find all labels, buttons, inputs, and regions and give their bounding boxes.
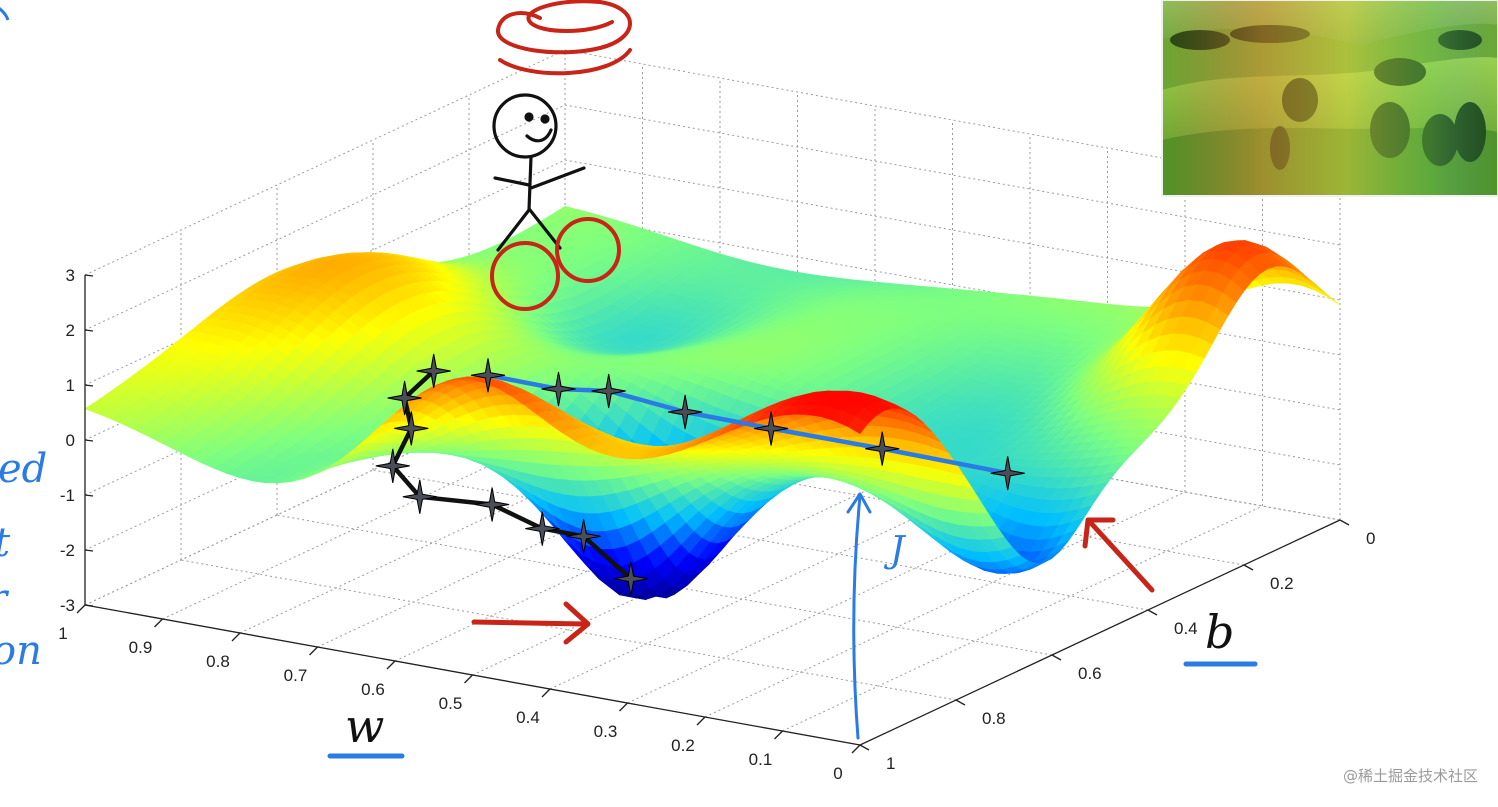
z-tick-mark bbox=[84, 439, 94, 442]
z-tick-label: 0 bbox=[66, 431, 75, 450]
b-tick-mark bbox=[1339, 519, 1350, 526]
grid-line bbox=[180, 559, 957, 701]
w-tick-label: 0.1 bbox=[749, 750, 773, 769]
w-tick-mark bbox=[541, 688, 551, 698]
b-tick-mark bbox=[859, 744, 870, 751]
z-tick-mark bbox=[84, 384, 94, 387]
side-text-1: ed bbox=[0, 446, 47, 492]
b-axis-line bbox=[859, 519, 1341, 746]
descent-step-marker bbox=[865, 431, 900, 466]
descent-step-marker bbox=[525, 511, 560, 546]
w-tick-mark bbox=[696, 716, 706, 726]
stick-figure bbox=[492, 93, 586, 252]
w-tick-label: 0.2 bbox=[671, 736, 695, 755]
w-tick-label: 0.7 bbox=[284, 666, 308, 685]
w-tick-mark bbox=[76, 604, 86, 614]
w-tick-mark bbox=[774, 730, 783, 740]
spiral-scribble bbox=[496, 0, 632, 76]
z-tick-label: -2 bbox=[60, 541, 75, 560]
w-tick-label: 0.9 bbox=[129, 638, 153, 657]
w-tick-label: 0.5 bbox=[439, 694, 463, 713]
z-tick-mark bbox=[84, 329, 94, 332]
red-arrow-min-right bbox=[1082, 517, 1155, 593]
w-tick-label: 0.6 bbox=[361, 680, 385, 699]
start-circle-left bbox=[490, 241, 560, 311]
w-tick-label: 0.4 bbox=[516, 708, 540, 727]
side-text-4: on bbox=[0, 628, 42, 674]
z-tick-label: 3 bbox=[66, 266, 75, 285]
descent-step-marker bbox=[990, 456, 1025, 491]
surface-patch bbox=[846, 415, 869, 434]
z-tick-mark bbox=[84, 549, 94, 552]
b-tick-mark bbox=[955, 699, 966, 706]
w-tick-mark bbox=[154, 618, 163, 628]
descent-step-marker bbox=[416, 353, 451, 389]
w-tick-label: 0.3 bbox=[594, 722, 618, 741]
watermark: @稀土掘金技术社区 bbox=[1343, 767, 1478, 785]
b-tick-label: 1 bbox=[886, 754, 895, 773]
b-tick-label: 0 bbox=[1366, 529, 1375, 548]
z-tick-mark bbox=[84, 274, 94, 277]
cost-surface bbox=[84, 205, 1341, 601]
w-tick-label: 0 bbox=[833, 764, 842, 783]
w-tick-mark bbox=[309, 646, 318, 656]
eye-right bbox=[540, 114, 550, 124]
w-tick-mark bbox=[386, 660, 396, 670]
descent-step-marker bbox=[470, 358, 506, 393]
start-circle-right bbox=[555, 217, 621, 283]
z-tick-label: -3 bbox=[60, 596, 75, 615]
b-tick-label: 0.6 bbox=[1078, 664, 1102, 683]
side-scribble-top bbox=[0, 7, 10, 21]
grid-line bbox=[84, 104, 1341, 331]
w-tick-mark bbox=[231, 632, 241, 642]
handwritten-annotations: J w b ed t r on bbox=[0, 0, 1258, 759]
eye-left bbox=[524, 112, 534, 122]
w-axis-label: w bbox=[345, 699, 384, 753]
descent-step-marker bbox=[387, 380, 422, 416]
grid-line bbox=[276, 514, 1053, 656]
b-tick-mark bbox=[1147, 609, 1158, 616]
grid-line bbox=[782, 505, 1263, 732]
b-tick-mark bbox=[1243, 564, 1254, 571]
descent-step-marker bbox=[613, 561, 648, 596]
j-label: J bbox=[883, 530, 907, 571]
z-tick-mark bbox=[84, 494, 94, 497]
z-tick-label: 1 bbox=[66, 376, 75, 395]
w-tick-label: 0.8 bbox=[206, 652, 230, 671]
descent-step-marker bbox=[566, 519, 601, 554]
b-tick-label: 0.8 bbox=[982, 709, 1006, 728]
red-arrow-min-left bbox=[471, 601, 591, 645]
grid-line bbox=[704, 491, 1186, 718]
descent-step-marker bbox=[402, 479, 437, 514]
descent-step-marker bbox=[668, 394, 703, 430]
axes: 3 2 1 0 -1 -2 -3 1 0.9 0.8 0.7 0.6 0.5 0.4 0.3 0.2 0.1 0 0… bbox=[58, 266, 1375, 783]
b-axis-label: b bbox=[1205, 605, 1234, 659]
w-tick-mark bbox=[619, 702, 628, 712]
descent-step-marker bbox=[394, 411, 429, 446]
descent-step-marker bbox=[591, 373, 626, 409]
grid-line bbox=[372, 469, 1149, 611]
b-tick-mark bbox=[1051, 654, 1062, 661]
b-tick-label: 0.4 bbox=[1174, 619, 1198, 638]
grid-line bbox=[84, 49, 1341, 276]
descent-paths bbox=[375, 353, 1025, 596]
j-axis-arrow bbox=[846, 492, 872, 740]
b-tick-label: 0.2 bbox=[1270, 574, 1294, 593]
z-tick-label: 2 bbox=[66, 321, 75, 340]
descent-step-marker bbox=[754, 411, 789, 446]
descent-step-marker bbox=[541, 371, 576, 407]
landscape-photo bbox=[1161, 0, 1498, 197]
descent-step-marker bbox=[375, 448, 410, 483]
side-text-3: r bbox=[0, 576, 10, 622]
w-tick-mark bbox=[851, 744, 861, 754]
descent-step-marker bbox=[475, 487, 510, 522]
side-text-2: t bbox=[0, 520, 11, 566]
w-tick-mark bbox=[464, 674, 473, 684]
z-tick-label: -1 bbox=[60, 486, 75, 505]
w-tick-label: 1 bbox=[58, 624, 67, 643]
